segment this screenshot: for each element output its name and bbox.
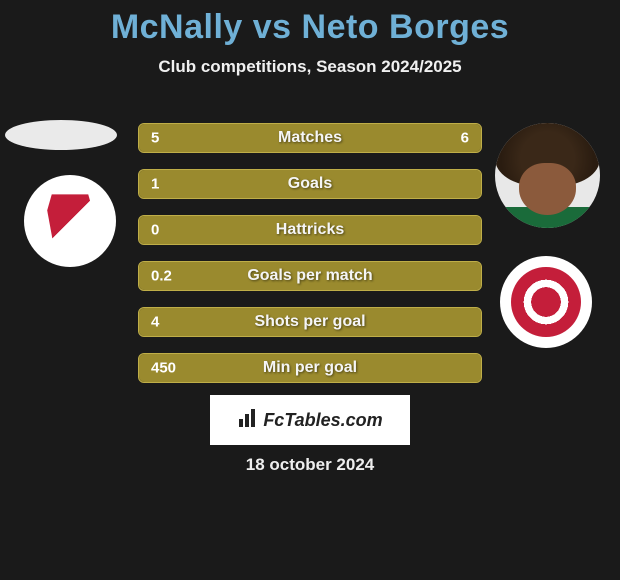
stat-label: Goals [288, 175, 332, 193]
stat-value-left: 0.2 [151, 268, 172, 285]
stat-value-left: 5 [151, 130, 159, 147]
club-left-badge [24, 175, 116, 267]
page-title: McNally vs Neto Borges [0, 0, 620, 47]
stat-row: Goals 1 [138, 169, 482, 199]
stat-row: Goals per match 0.2 [138, 261, 482, 291]
stat-row: Min per goal 450 [138, 353, 482, 383]
stat-row: Hattricks 0 [138, 215, 482, 245]
stat-value-left: 0 [151, 222, 159, 239]
stats-container: Matches 5 6 Goals 1 Hattricks 0 Goals per match… [138, 123, 482, 399]
stat-label: Hattricks [276, 221, 344, 239]
player-right-photo [495, 123, 600, 228]
stat-label: Matches [278, 129, 342, 147]
stat-row: Shots per goal 4 [138, 307, 482, 337]
stat-label: Shots per goal [254, 313, 365, 331]
stat-bar-left [139, 124, 293, 152]
stat-value-left: 4 [151, 314, 159, 331]
footer-brand-text: FcTables.com [263, 410, 382, 431]
stat-row: Matches 5 6 [138, 123, 482, 153]
stat-label: Goals per match [247, 267, 372, 285]
stat-value-left: 450 [151, 360, 176, 377]
player-left-shadow [5, 120, 117, 150]
stat-value-right: 6 [461, 130, 469, 147]
club-right-badge [500, 256, 592, 348]
subtitle: Club competitions, Season 2024/2025 [0, 57, 620, 77]
footer-brand: FcTables.com [210, 395, 410, 445]
stat-value-left: 1 [151, 176, 159, 193]
footer-date: 18 october 2024 [0, 455, 620, 475]
stat-label: Min per goal [263, 359, 357, 377]
chart-icon [237, 407, 259, 434]
